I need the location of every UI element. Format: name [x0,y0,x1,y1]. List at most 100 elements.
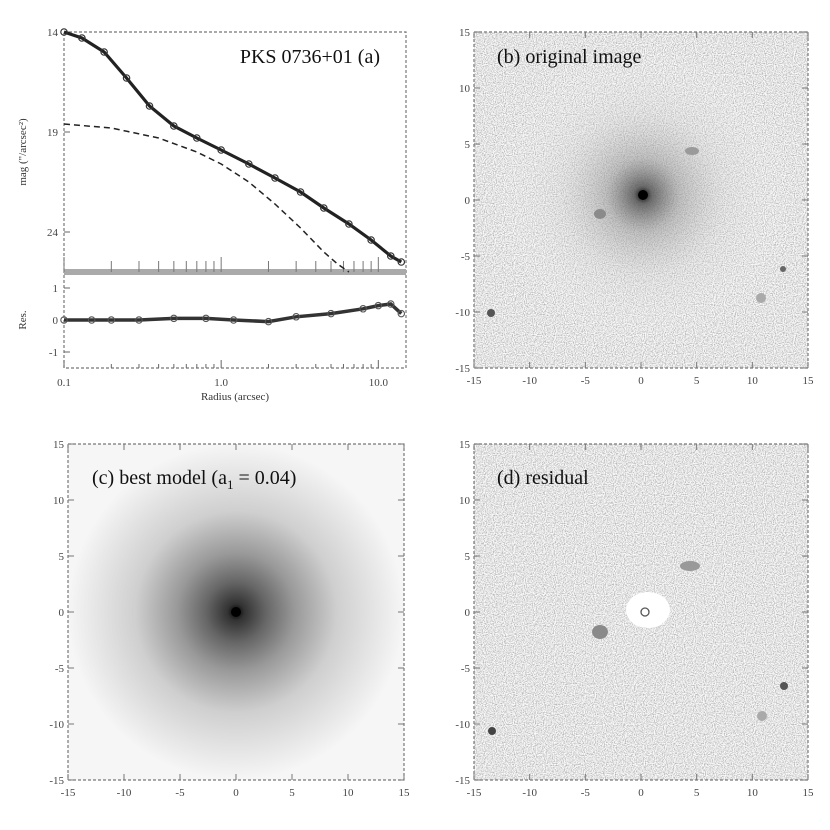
y-tick-label: 24 [47,227,59,239]
image-x-tick-label: 0 [638,375,644,387]
residual-point [359,305,367,313]
image-x-tick-label: 10 [343,787,355,799]
panel-b: (b) original image [473,31,809,369]
panel-d-source [780,682,788,690]
image-y-tick-label: -5 [461,663,471,675]
panel-a-series [60,28,406,326]
observed-point [367,236,375,244]
panel-d-source [680,561,700,571]
image-y-tick-label: 5 [465,139,471,151]
residual-point [397,309,406,318]
image-x-tick-label: -15 [467,787,482,799]
model-profile-line [63,123,350,273]
panel-d-title: (d) residual [497,467,589,489]
observed-point [100,48,108,56]
observed-point [217,146,225,154]
residual-point [292,313,300,321]
image-y-tick-label: 15 [53,439,65,451]
panel-b-source [756,293,766,303]
residual-point [327,309,335,318]
panel-b-source [685,147,699,155]
observed-point [60,28,68,36]
panel-d-source [757,711,767,721]
observed-profile-line [63,30,403,264]
observed-point [345,220,353,228]
image-x-tick-label: -10 [522,787,537,799]
panel-b-source [594,209,606,219]
image-y-tick-label: -10 [49,719,64,731]
image-y-tick-label: 0 [465,607,471,619]
panel-b-source [780,266,786,272]
image-y-tick-label: 15 [459,439,471,451]
panel-b-nucleus [638,190,648,200]
observed-point [271,174,279,182]
panel-d-source [488,727,496,735]
panel-b-source [487,309,495,317]
residual-point [264,317,273,326]
image-x-tick-label: 5 [289,787,295,799]
image-x-tick-label: 0 [233,787,239,799]
observed-point [78,34,86,42]
y-tick-label: 14 [47,27,59,39]
observed-point [386,252,395,260]
residual-point [135,316,143,324]
image-x-tick-label: -10 [117,787,132,799]
panel-a-reslabel: Res. [17,310,29,330]
panel-a-xlabel: Radius (arcsec) [201,391,269,403]
x-tick-label: 0.1 [57,377,71,389]
residual-point [387,300,395,308]
image-x-tick-label: -5 [581,787,591,799]
image-y-tick-label: -15 [49,775,64,787]
panel-d: (d) residual [473,443,809,781]
observed-point [170,122,178,130]
x-tick-label: 10.0 [369,377,389,389]
image-x-tick-label: 15 [399,787,411,799]
panel-a-y-ticks: 14 19 24 1 0 -1 [47,27,70,359]
panel-d-source [592,625,608,639]
observed-point [193,134,201,142]
image-x-tick-label: 0 [638,787,644,799]
image-x-tick-label: -15 [61,787,76,799]
residual-point [202,314,210,323]
image-y-tick-label: 10 [459,83,471,95]
image-x-tick-label: -10 [522,375,537,387]
image-y-tick-label: 10 [459,495,471,507]
res-tick-label: -1 [49,347,58,359]
panel-d-nucleus-residual [640,607,650,617]
image-x-tick-label: -5 [581,375,591,387]
image-x-tick-label: 5 [694,375,700,387]
panel-a-title: PKS 0736+01 (a) [240,46,380,68]
panel-b-title: (b) original image [497,46,642,68]
panel-c-title-subscript: 1 [227,477,234,492]
panel-c-title-tail: = 0.04) [233,467,296,489]
image-y-tick-label: -5 [55,663,65,675]
residual-line [64,302,403,324]
image-x-tick-label: -15 [467,375,482,387]
observed-point [145,102,154,110]
observed-point [296,188,305,196]
image-y-tick-label: 10 [53,495,65,507]
residual-point [374,301,383,310]
observed-point [245,160,253,168]
observed-point [320,204,328,212]
image-x-tick-label: 15 [803,787,815,799]
residual-point [229,316,238,324]
res-tick-label: 1 [53,283,59,295]
panel-c-nucleus [231,607,241,617]
panel-a-profile-frame [63,31,407,273]
image-y-tick-label: 0 [465,195,471,207]
image-y-tick-label: 5 [59,551,65,563]
residual-point [60,316,68,324]
panel-a-ylabel: mag ("/arcsec²) [17,118,29,186]
image-y-tick-label: -15 [455,775,470,787]
res-tick-label: 0 [53,315,59,327]
image-y-tick-label: 0 [59,607,65,619]
image-x-tick-label: 15 [803,375,815,387]
observed-point [122,74,131,82]
residual-point [170,314,178,323]
image-x-tick-label: 5 [694,787,700,799]
image-y-tick-label: 5 [465,551,471,563]
image-y-tick-label: -15 [455,363,470,375]
